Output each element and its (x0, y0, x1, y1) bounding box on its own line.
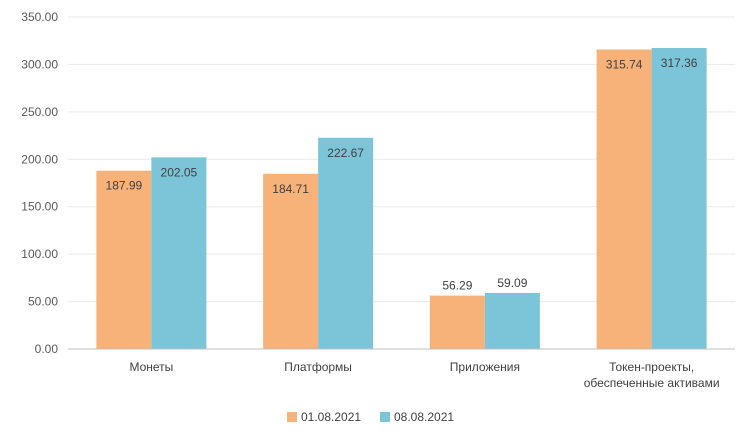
y-tick-label: 50.00 (28, 295, 58, 309)
legend-label: 08.08.2021 (394, 410, 454, 424)
data-label: 59.09 (497, 276, 527, 290)
data-label: 184.71 (272, 182, 309, 196)
category-label: Платформы (284, 360, 352, 374)
bar-2-1 (151, 157, 207, 349)
data-label: 317.36 (661, 56, 698, 70)
category-label: Приложения (450, 360, 520, 374)
y-tick-label: 100.00 (21, 247, 58, 261)
y-tick-label: 300.00 (21, 57, 58, 71)
y-tick-label: 150.00 (21, 200, 58, 214)
data-label: 315.74 (606, 57, 643, 71)
category-labels: Монеты Платформы Приложения Токен-проекты, о… (129, 360, 719, 390)
y-tick-label: 0.00 (35, 342, 59, 356)
bar-1-3 (429, 295, 485, 349)
y-tick-label: 250.00 (21, 105, 58, 119)
data-label: 222.67 (327, 146, 364, 160)
y-axis-ticks: 0.00 50.00 100.00 150.00 200.00 250.00 300.00 3… (21, 10, 58, 356)
data-label: 187.99 (106, 179, 143, 193)
legend-swatch (287, 412, 297, 422)
category-label: Токен-проекты, обеспеченные активами (584, 360, 720, 390)
data-label: 202.05 (161, 165, 198, 179)
legend: 01.08.2021 08.08.2021 (287, 410, 454, 424)
bar-1-2 (263, 173, 319, 349)
category-label: Монеты (129, 360, 173, 374)
legend-swatch (380, 412, 390, 422)
bar-2-3 (484, 292, 540, 349)
data-label: 56.29 (442, 279, 472, 293)
y-tick-label: 200.00 (21, 152, 58, 166)
bar-1-1 (96, 170, 152, 349)
bars (96, 47, 707, 350)
y-tick-label: 350.00 (21, 10, 58, 24)
bar-1-4 (596, 49, 652, 350)
data-labels: 187.99 202.05 184.71 222.67 56.29 59.09 315.74… (106, 56, 698, 293)
legend-label: 01.08.2021 (301, 410, 361, 424)
bar-2-4 (651, 47, 707, 350)
bar-2-2 (318, 137, 374, 349)
